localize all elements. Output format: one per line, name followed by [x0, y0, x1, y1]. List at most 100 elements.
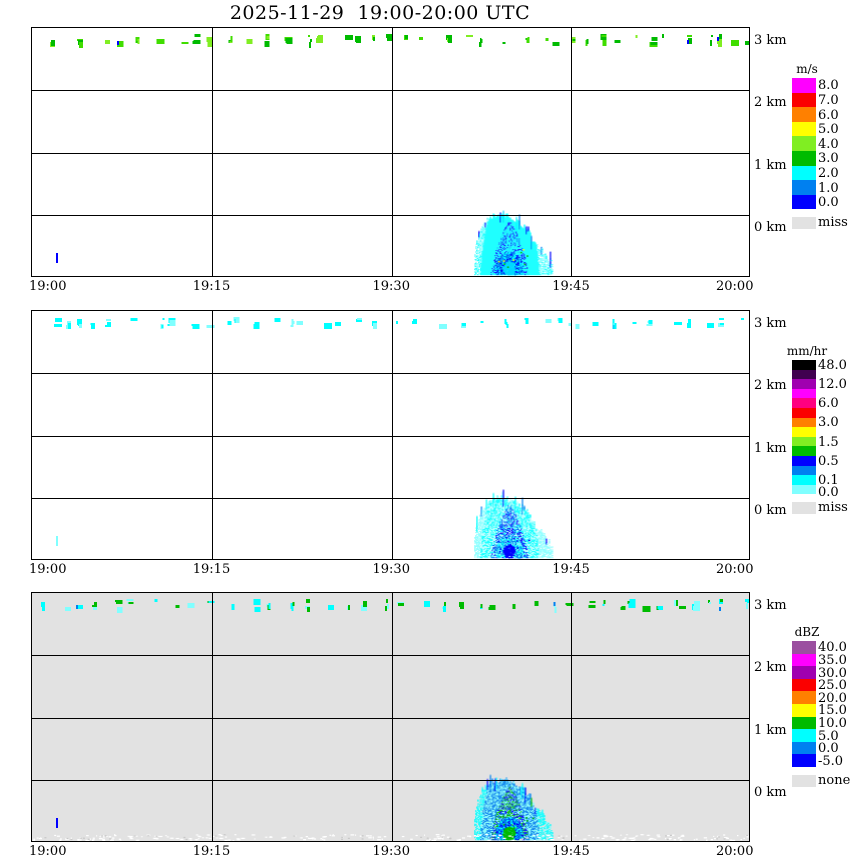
x-tick-label: 19:15	[192, 844, 231, 859]
colorbar-tick-label: 5.0	[818, 728, 839, 744]
colorbar-swatch	[792, 716, 816, 730]
y-tick-label: 3 km	[754, 33, 787, 48]
colorbar-tick-label: 0.0	[818, 741, 839, 757]
colorbar-missing-swatch	[792, 502, 816, 515]
panel-fall-velocity	[31, 27, 750, 277]
colorbar-swatch	[792, 121, 816, 137]
plot-area-fall-velocity	[32, 28, 749, 276]
colorbar-swatch	[792, 678, 816, 692]
panel-label-reflectivity: Reflectivity	[0, 592, 66, 842]
colorbar-swatch	[792, 729, 816, 742]
colorbar-tick-label: 4.0	[818, 136, 839, 152]
colorbar-tick-label: 48.0	[818, 357, 847, 373]
colorbar-swatches	[792, 78, 816, 210]
colorbar-tick-label: 40.0	[818, 640, 847, 656]
colorbar-missing-swatch	[792, 217, 816, 230]
colorbar-swatch	[792, 194, 816, 210]
colorbar-missing-label: miss	[818, 500, 848, 516]
y-tick-label: 0 km	[754, 503, 787, 518]
colorbar-swatch	[792, 165, 816, 181]
colorbar-tick-label: 35.0	[818, 652, 847, 668]
colorbar-tick-label: 0.1	[818, 473, 839, 488]
colorbar-swatch	[792, 388, 816, 399]
colorbar-tick-label: 6.0	[818, 396, 839, 412]
colorbar-tick-label: 30.0	[818, 665, 847, 681]
colorbar-units-label: dBZ	[794, 625, 820, 639]
y-tick-label: 3 km	[754, 316, 787, 331]
colorbar-swatch	[792, 92, 816, 108]
y-tick-label: 1 km	[754, 723, 787, 738]
y-tick-label: 0 km	[754, 220, 787, 235]
y-tick-label: 2 km	[754, 378, 787, 393]
colorbar-swatch	[792, 641, 816, 654]
colorbar-swatch	[792, 455, 816, 466]
colorbar-units-label: mm/hr	[786, 344, 828, 358]
colorbar-tick-label: 1.0	[818, 180, 839, 196]
colorbar-swatch	[792, 180, 816, 195]
colorbar-tick-label: 3.0	[818, 151, 839, 167]
page-title: 2025-11-29 19:00-20:00 UTC	[229, 2, 531, 24]
panel-rain-intensity	[31, 310, 750, 560]
colorbar-tick-label: 7.0	[818, 92, 839, 108]
plot-area-reflectivity	[32, 593, 749, 841]
x-tick-label: 19:30	[372, 562, 410, 577]
colorbar-swatch	[792, 369, 816, 380]
y-tick-label: 2 km	[754, 660, 787, 675]
colorbar-tick-label: 0.5	[818, 453, 839, 469]
colorbar-tick-label: 8.0	[818, 78, 839, 94]
x-tick-label: 19:00	[29, 844, 67, 859]
colorbar-missing-label: none	[818, 773, 850, 788]
colorbar-swatch	[792, 398, 816, 408]
colorbar-swatch	[792, 741, 816, 755]
x-tick-label: 19:45	[552, 279, 590, 294]
x-tick-label: 19:45	[552, 562, 590, 577]
x-tick-label: 20:00	[716, 562, 754, 577]
colorbar-swatch	[792, 666, 816, 679]
x-tick-label: 19:00	[29, 279, 67, 294]
x-tick-label: 20:00	[716, 844, 754, 859]
y-tick-label: 1 km	[754, 441, 787, 456]
y-tick-label: 2 km	[754, 95, 787, 110]
x-tick-label: 19:30	[372, 844, 410, 859]
colorbar-swatch	[792, 78, 816, 93]
colorbar-swatch	[792, 136, 816, 151]
colorbar-tick-label: 5.0	[818, 122, 839, 138]
x-tick-label: 19:30	[372, 279, 410, 294]
panel-label-rain-intensity: Rain Intensity	[0, 310, 79, 560]
panel-label-fall-velocity: Fall Velocity	[0, 27, 70, 277]
colorbar-missing-swatch	[792, 775, 816, 787]
colorbar-tick-label: 0.0	[818, 485, 839, 501]
colorbar-missing-label: miss	[818, 215, 848, 231]
x-tick-label: 20:00	[716, 279, 754, 294]
colorbar-tick-label: 2.0	[818, 165, 839, 181]
colorbar-swatch	[792, 417, 816, 428]
colorbar-tick-label: 25.0	[818, 678, 847, 694]
colorbar-tick-label: 1.5	[818, 434, 839, 450]
colorbar-swatch	[792, 754, 816, 767]
colorbar-tick-label: 12.0	[818, 377, 847, 392]
x-tick-label: 19:15	[192, 562, 231, 577]
colorbar-swatch	[792, 436, 816, 447]
y-tick-label: 1 km	[754, 158, 787, 173]
colorbar-units-label: m/s	[796, 62, 818, 76]
colorbar-tick-label: 20.0	[818, 690, 847, 706]
colorbar-swatch	[792, 446, 816, 456]
colorbar-swatch	[792, 653, 816, 667]
colorbar-swatch	[792, 691, 816, 704]
colorbar-tick-label: -5.0	[818, 753, 844, 769]
x-tick-label: 19:00	[29, 562, 67, 577]
colorbar-swatch	[792, 107, 816, 122]
y-tick-label: 3 km	[754, 598, 787, 613]
y-tick-label: 0 km	[754, 785, 787, 800]
colorbar-swatch	[792, 703, 816, 717]
colorbar-swatch	[792, 360, 816, 370]
panel-reflectivity	[31, 592, 750, 842]
plot-area-rain-intensity	[32, 311, 749, 559]
colorbar-swatches	[792, 360, 816, 495]
colorbar-tick-label: 0.0	[818, 195, 839, 211]
colorbar-swatch	[792, 379, 816, 389]
x-tick-label: 19:45	[552, 844, 590, 859]
colorbar-swatch	[792, 407, 816, 418]
colorbar-swatches	[792, 641, 816, 767]
x-tick-label: 19:15	[192, 279, 231, 294]
